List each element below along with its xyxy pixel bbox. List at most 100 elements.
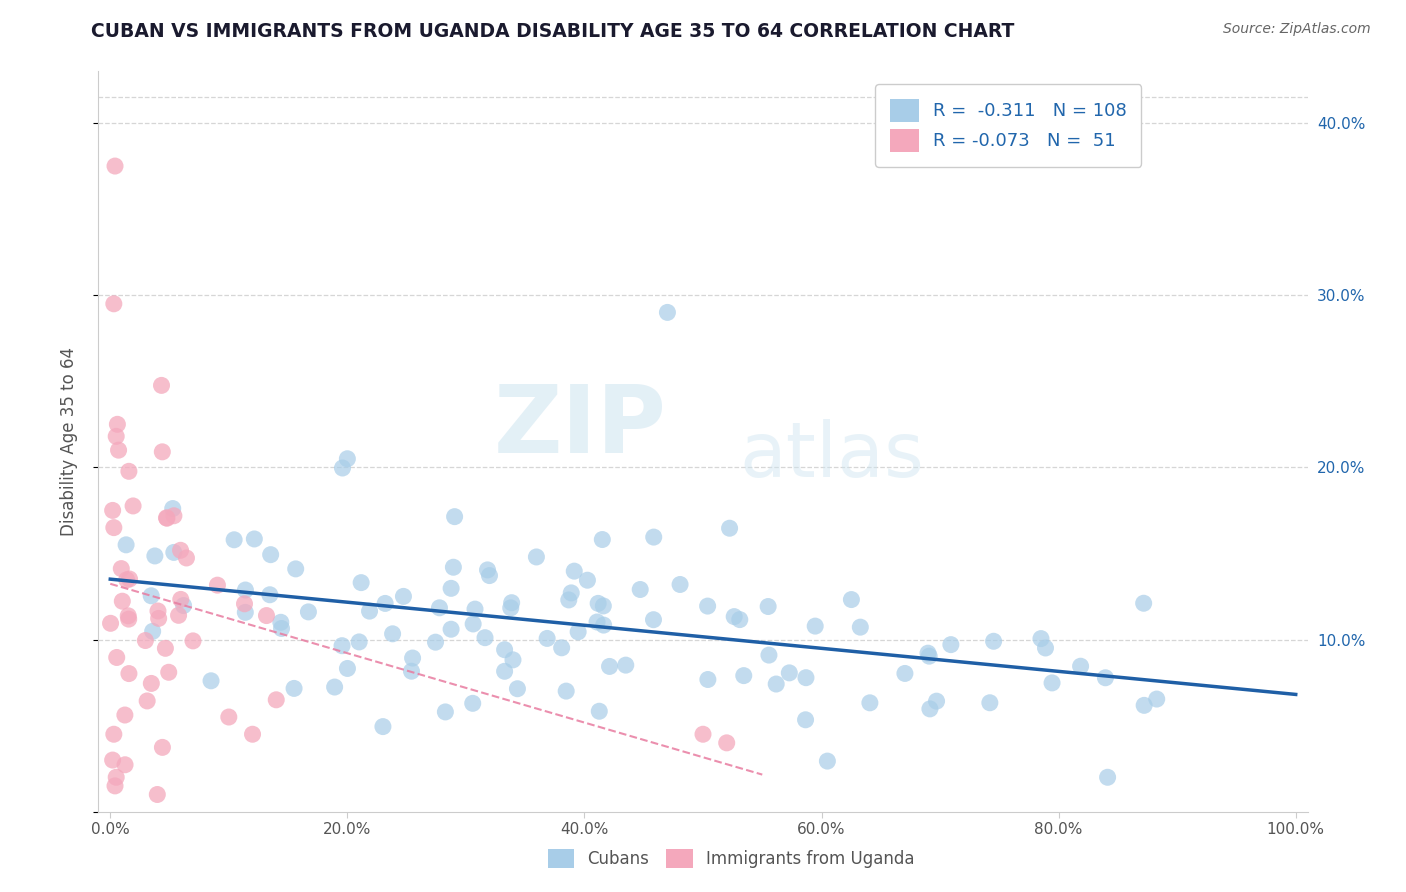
Point [804, 619, 827, 633]
Point [592, 599, 614, 613]
Point [494, 642, 516, 657]
Point [146, 788, 169, 802]
Point [576, 573, 599, 587]
Point [114, 757, 136, 772]
Point [359, 604, 381, 618]
Point [643, 613, 665, 627]
Point [758, 648, 780, 662]
Point [200, 673, 222, 688]
Point [474, 631, 496, 645]
Point [440, 582, 463, 596]
Point [560, 586, 582, 600]
Point [440, 622, 463, 636]
Point [155, 511, 177, 525]
Point [347, 635, 370, 649]
Point [162, 501, 184, 516]
Point [841, 592, 863, 607]
Point [150, 445, 173, 459]
Point [794, 671, 817, 685]
Point [586, 615, 609, 629]
Point [242, 727, 264, 741]
Point [983, 634, 1005, 648]
Point [323, 680, 346, 694]
Point [939, 638, 962, 652]
Point [103, 521, 125, 535]
Point [499, 600, 522, 615]
Point [156, 511, 179, 525]
Point [628, 582, 651, 597]
Point [157, 665, 180, 680]
Point [434, 705, 457, 719]
Point [104, 159, 127, 173]
Point [163, 508, 186, 523]
Point [330, 639, 353, 653]
Point [550, 640, 572, 655]
Point [336, 451, 359, 466]
Point [1097, 770, 1119, 784]
Point [101, 753, 124, 767]
Point [115, 538, 138, 552]
Point [401, 664, 423, 678]
Point [105, 770, 128, 784]
Point [1146, 692, 1168, 706]
Point [155, 641, 177, 656]
Point [118, 572, 141, 586]
Point [1132, 596, 1154, 610]
Point [643, 530, 665, 544]
Point [264, 693, 287, 707]
Point [118, 612, 141, 626]
Point [256, 608, 278, 623]
Point [122, 499, 145, 513]
Point [591, 533, 613, 547]
Point [283, 681, 305, 696]
Point [142, 624, 165, 639]
Point [243, 532, 266, 546]
Point [657, 305, 679, 319]
Point [918, 649, 941, 664]
Point [859, 696, 882, 710]
Point [592, 618, 614, 632]
Point [588, 704, 610, 718]
Point [146, 604, 169, 618]
Point [207, 578, 229, 592]
Point [918, 702, 941, 716]
Point [696, 599, 718, 613]
Point [170, 592, 193, 607]
Point [118, 666, 141, 681]
Point [1029, 632, 1052, 646]
Point [100, 616, 122, 631]
Point [1040, 676, 1063, 690]
Point [1133, 698, 1156, 713]
Point [463, 617, 485, 632]
Point [778, 665, 800, 680]
Point [284, 562, 307, 576]
Point [114, 708, 136, 723]
Point [692, 727, 714, 741]
Point [371, 720, 394, 734]
Legend: R =  -0.311   N = 108, R = -0.073   N =  51: R = -0.311 N = 108, R = -0.073 N = 51 [876, 84, 1142, 167]
Point [105, 417, 128, 432]
Point [173, 599, 195, 613]
Point [143, 549, 166, 563]
Point [101, 503, 124, 517]
Point [669, 577, 692, 591]
Point [506, 681, 529, 696]
Point [148, 611, 170, 625]
Point [332, 461, 354, 475]
Point [115, 573, 138, 587]
Point [478, 568, 501, 582]
Point [381, 627, 404, 641]
Point [1094, 671, 1116, 685]
Point [728, 613, 751, 627]
Point [233, 605, 256, 619]
Text: CUBAN VS IMMIGRANTS FROM UGANDA DISABILITY AGE 35 TO 64 CORRELATION CHART: CUBAN VS IMMIGRANTS FROM UGANDA DISABILI… [91, 22, 1015, 41]
Point [723, 609, 745, 624]
Point [614, 658, 637, 673]
Point [979, 696, 1001, 710]
Point [765, 677, 787, 691]
Point [461, 696, 484, 710]
Point [925, 694, 948, 708]
Point [235, 582, 257, 597]
Point [599, 659, 621, 673]
Legend: Cubans, Immigrants from Uganda: Cubans, Immigrants from Uganda [541, 842, 921, 875]
